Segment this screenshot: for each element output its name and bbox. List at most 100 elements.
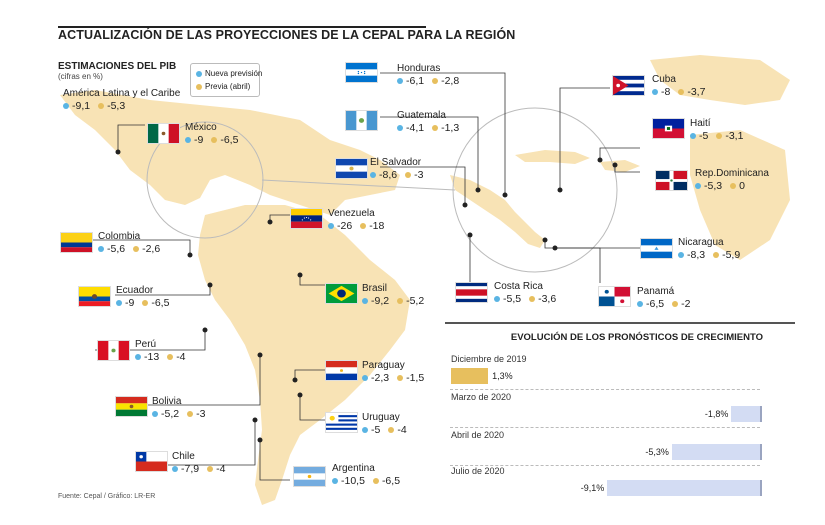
new-forecast-dot	[690, 133, 696, 140]
country-name: Honduras	[397, 63, 441, 74]
country-costa-rica: Costa Rica -5,5 -3,6	[494, 281, 564, 306]
country-values: -5,3 0	[695, 180, 769, 193]
country-values: -26 -18	[328, 220, 392, 233]
country-values: -9,1 -5,3	[63, 100, 180, 113]
flag-chile-icon	[135, 451, 168, 472]
country-name: Bolivia	[152, 396, 182, 407]
prev-forecast-value: -1,5	[406, 372, 425, 384]
country-panama: Panamá -6,5 -2	[637, 286, 698, 311]
country-values: -8,6 -3	[370, 169, 431, 182]
country-guatemala: Guatemala -4,1 -1,3	[397, 110, 467, 135]
country-name: Cuba	[652, 74, 676, 85]
map-subtitle: ESTIMACIONES DEL PIB	[58, 61, 177, 72]
flag-bolivia-icon	[115, 396, 148, 417]
forecast-bar	[731, 406, 762, 422]
new-forecast-dot	[678, 252, 684, 259]
country-venezuela: Venezuela -26 -18	[328, 208, 392, 233]
legend-label-prev: Previa (abril)	[205, 82, 251, 91]
new-forecast-dot	[332, 478, 338, 485]
prev-forecast-value: -3,7	[687, 86, 706, 98]
prev-forecast-dot	[730, 183, 737, 190]
prev-forecast-dot	[672, 301, 679, 308]
prev-forecast-dot	[167, 354, 174, 361]
country-name: Paraguay	[362, 360, 405, 371]
flag-honduras-icon	[345, 62, 378, 83]
prev-forecast-value: -3	[414, 169, 424, 181]
prev-forecast-dot	[713, 252, 720, 259]
country-nicaragua: Nicaragua -8,3 -5,9	[678, 237, 748, 262]
flag-paraguay-icon	[325, 360, 358, 381]
flag-cuba-icon	[612, 75, 645, 96]
new-forecast-value: -5	[371, 424, 381, 436]
flag-uruguay-icon	[325, 412, 358, 433]
row-separator	[450, 389, 760, 390]
new-forecast-value: -7,9	[181, 463, 200, 475]
prev-forecast-value: -6,5	[381, 475, 401, 487]
forecast-panel: EVOLUCIÓN DE LOS PRONÓSTICOS DE CRECIMIE…	[445, 322, 795, 497]
country-values: -5,2 -3	[152, 408, 213, 421]
country-name: El Salvador	[370, 157, 422, 168]
legend: Nueva previsión Previa (abril)	[190, 63, 262, 97]
flag-brasil-icon	[325, 283, 358, 304]
country-chile: Chile -7,9 -4	[172, 451, 233, 476]
flag-costa-rica-icon	[455, 282, 488, 303]
country-cuba: Cuba -8 -3,7	[652, 74, 713, 99]
bar-category-label: Diciembre de 2019	[451, 354, 527, 364]
country-uruguay: Uruguay -5 -4	[362, 412, 415, 437]
bar-category-label: Marzo de 2020	[451, 392, 512, 402]
country-name: México	[185, 122, 217, 133]
flag-haiti-icon	[652, 118, 685, 139]
country-values: -5,6 -2,6	[98, 243, 168, 256]
country-mexico: México -9 -6,5	[185, 122, 246, 147]
prev-forecast-value: -4	[397, 424, 407, 436]
prev-forecast-dot	[405, 172, 412, 179]
country-rep-dominicana: Rep.Dominicana -5,3 0	[695, 168, 769, 193]
prev-forecast-dot	[432, 78, 439, 85]
flag-mexico-icon	[147, 123, 180, 144]
country-values: -9 -6,5	[185, 134, 246, 147]
new-forecast-dot	[152, 411, 158, 418]
bar-value-label: -5,3%	[645, 447, 669, 457]
prev-forecast-value: -1,3	[441, 122, 460, 134]
row-separator	[450, 427, 760, 428]
prev-forecast-value: -3	[196, 408, 206, 420]
country-argentina: Argentina -10,5 -6,5	[332, 463, 408, 488]
flag-panama-icon	[598, 286, 631, 307]
prev-forecast-dot	[207, 466, 214, 473]
new-forecast-value: -5	[699, 130, 709, 142]
bar-category-label: Abril de 2020	[451, 430, 505, 440]
prev-forecast-value: -6,5	[151, 297, 170, 309]
new-forecast-value: -9,2	[371, 295, 390, 307]
new-forecast-value: -5,2	[161, 408, 180, 420]
title-rule	[58, 26, 426, 28]
country-peru: Perú -13 -4	[135, 339, 194, 364]
forecast-bar	[671, 444, 762, 460]
country-name: Uruguay	[362, 412, 400, 423]
new-forecast-dot	[362, 427, 368, 434]
new-forecast-value: -6,1	[406, 75, 425, 87]
country-values: -10,5 -6,5	[332, 475, 408, 488]
page-title: ACTUALIZACIÓN DE LAS PROYECCIONES DE LA …	[58, 28, 516, 42]
new-forecast-dot	[397, 125, 403, 132]
bar-value-label: -1,8%	[704, 409, 729, 419]
prev-forecast-value: -5,2	[406, 295, 425, 307]
country-haiti: Haití -5 -3,1	[690, 118, 751, 143]
country-name: Haití	[690, 118, 711, 129]
prev-forecast-dot	[372, 478, 379, 485]
new-forecast-dot	[362, 375, 368, 382]
country-values: -4,1 -1,3	[397, 122, 467, 135]
new-forecast-value: -9	[194, 134, 204, 146]
new-forecast-dot	[328, 223, 334, 230]
new-forecast-value: -10,5	[341, 475, 365, 487]
flag-ecuador-icon	[78, 286, 111, 307]
country-name: Nicaragua	[678, 237, 724, 248]
legend-dot-new	[196, 70, 202, 77]
country-ecuador: Ecuador -9 -6,5	[116, 285, 177, 310]
row-separator	[450, 465, 760, 466]
prev-forecast-dot	[211, 137, 218, 144]
country-values: -5 -3,1	[690, 130, 751, 143]
country-name: Colombia	[98, 231, 141, 242]
legend-item-new: Nueva previsión	[196, 67, 262, 80]
country-values: -2,3 -1,5	[362, 372, 432, 385]
